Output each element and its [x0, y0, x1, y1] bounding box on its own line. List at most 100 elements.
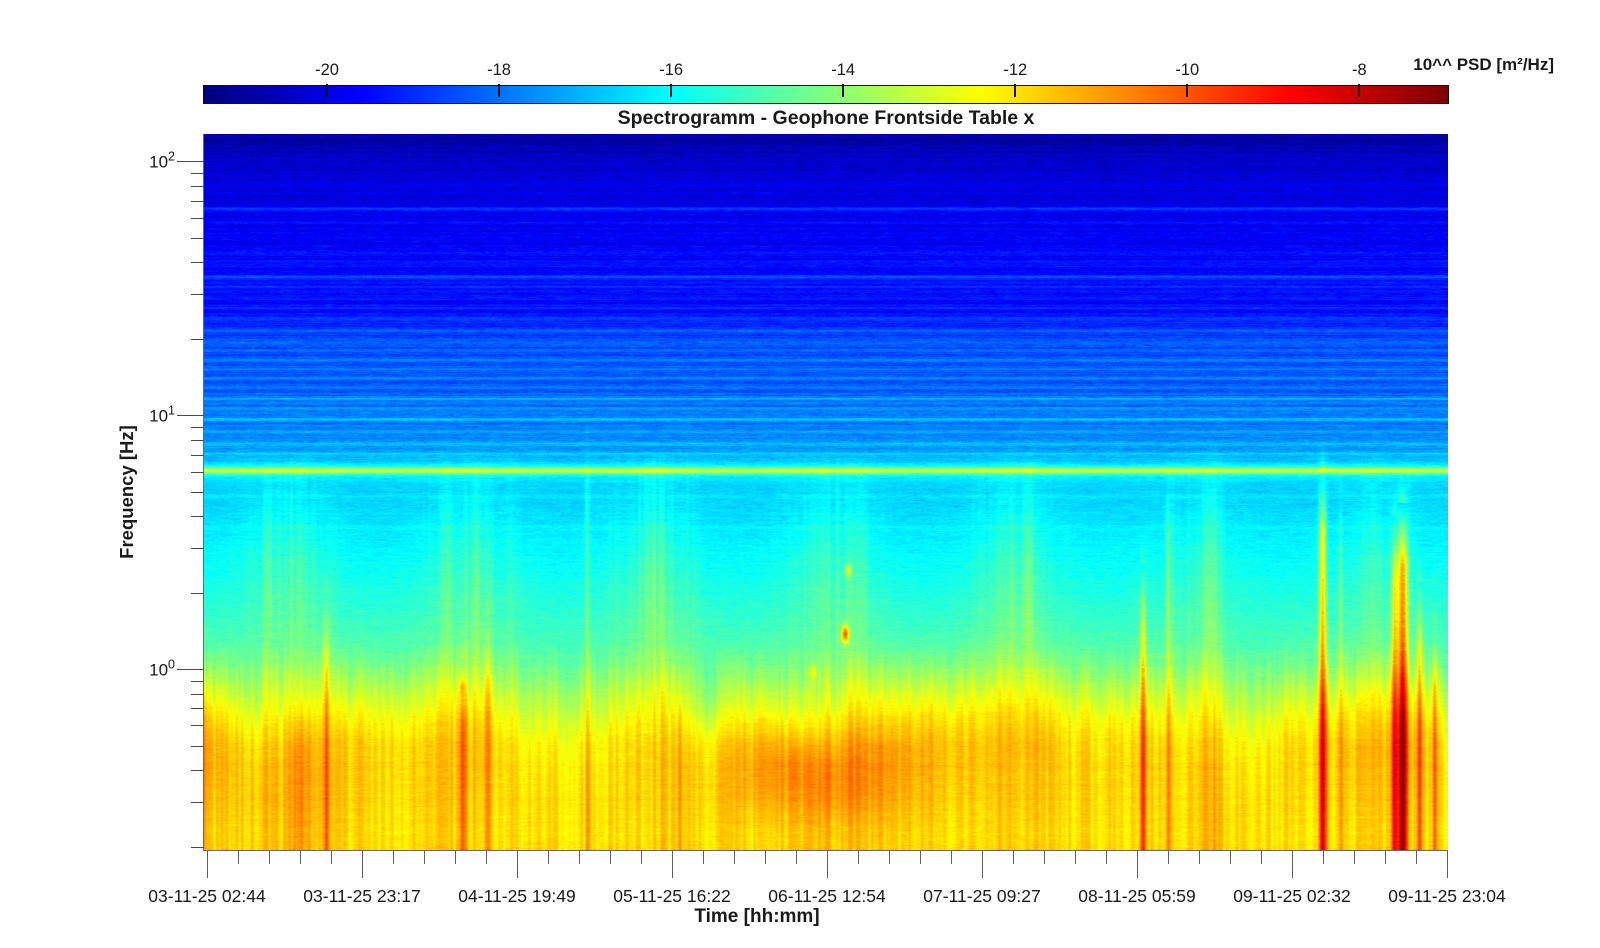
x-tick-major [1292, 851, 1293, 878]
y-tick-label: 102 [149, 149, 175, 172]
x-axis-label: Time [hh:mm] [694, 906, 820, 927]
x-tick-minor [765, 851, 766, 864]
x-tick-label: 05-11-25 16:22 [613, 886, 731, 906]
x-tick-minor [1044, 851, 1045, 864]
x-tick-minor [300, 851, 301, 864]
colorbar-tick-label: -12 [1003, 61, 1028, 79]
x-tick-minor [951, 851, 952, 864]
x-tick-major [1447, 851, 1448, 878]
y-tick-major [177, 669, 204, 671]
y-tick-minor [191, 680, 204, 682]
colorbar-tick [1358, 84, 1361, 97]
x-tick-minor [796, 851, 797, 864]
y-tick-minor [191, 185, 204, 187]
colorbar-tick [670, 84, 673, 97]
y-tick-minor [191, 294, 204, 295]
y-tick-minor [191, 547, 204, 549]
x-tick-major [672, 851, 673, 878]
x-tick-minor [1416, 851, 1417, 864]
x-tick-major [517, 851, 518, 878]
colorbar-tick-label: -18 [487, 61, 511, 79]
colorbar-tick-label: -8 [1352, 61, 1367, 79]
colorbar-tick-label: -14 [831, 61, 856, 79]
x-tick-minor [1075, 851, 1076, 864]
colorbar-tick-label: -20 [315, 61, 339, 79]
colorbar-tick [842, 84, 845, 97]
x-tick-minor [1385, 851, 1386, 864]
y-tick-label: 100 [149, 657, 175, 680]
x-tick-minor [1013, 851, 1014, 864]
x-tick-minor [734, 851, 735, 864]
x-tick-minor [269, 851, 270, 864]
x-axis-line [203, 850, 1448, 851]
y-tick-minor [191, 262, 204, 264]
x-tick-major [362, 851, 363, 878]
x-tick-label: 07-11-25 09:27 [923, 886, 1041, 906]
colorbar-title: 10^^ PSD [m²/Hz] [1413, 55, 1554, 74]
x-tick-minor [641, 851, 642, 864]
x-tick-minor [610, 851, 611, 864]
y-tick-minor [191, 217, 204, 219]
y-tick-minor [191, 801, 204, 803]
colorbar-tick [1186, 84, 1189, 97]
y-tick-minor [191, 745, 204, 747]
x-tick-major [982, 851, 983, 878]
colorbar-tick [498, 84, 501, 97]
y-tick-minor [191, 846, 204, 848]
x-tick-minor [920, 851, 921, 864]
y-tick-minor [191, 439, 204, 441]
x-tick-major [207, 851, 208, 878]
x-tick-minor [455, 851, 456, 864]
y-tick-minor [191, 491, 204, 493]
x-tick-minor [1168, 851, 1169, 864]
x-tick-label: 03-11-25 02:44 [148, 886, 266, 906]
colorbar-tick-label: -16 [659, 61, 684, 79]
y-tick-label: 101 [149, 403, 175, 426]
x-tick-label: 08-11-25 05:59 [1078, 886, 1196, 906]
colorbar-gradient [204, 86, 1448, 103]
y-tick-minor [191, 454, 204, 456]
x-tick-minor [889, 851, 890, 864]
x-tick-label: 06-11-25 12:54 [768, 886, 886, 906]
x-tick-label: 09-11-25 23:04 [1388, 886, 1506, 906]
x-tick-minor [1230, 851, 1231, 864]
y-tick-minor [191, 172, 204, 174]
x-tick-minor [238, 851, 239, 864]
x-tick-minor [548, 851, 549, 864]
y-tick-minor [191, 471, 204, 473]
x-tick-minor [331, 851, 332, 864]
x-tick-minor [393, 851, 394, 864]
x-tick-minor [579, 851, 580, 864]
colorbar [203, 85, 1449, 104]
x-tick-minor [1261, 851, 1262, 864]
x-tick-label: 03-11-25 23:17 [303, 886, 421, 906]
colorbar-tick-label: -10 [1175, 61, 1200, 79]
y-tick-minor [191, 516, 204, 518]
x-tick-minor [1354, 851, 1355, 864]
y-tick-minor [191, 725, 204, 727]
x-tick-major [1137, 851, 1138, 878]
spectrogram-image [204, 134, 1448, 850]
y-tick-minor [191, 426, 204, 428]
y-tick-minor [191, 770, 204, 772]
y-tick-minor [191, 338, 204, 340]
y-tick-minor [191, 708, 204, 710]
y-tick-minor [191, 693, 204, 695]
x-tick-minor [1323, 851, 1324, 864]
y-tick-minor [191, 592, 204, 594]
y-tick-major [177, 415, 204, 417]
x-tick-minor [1106, 851, 1107, 864]
x-tick-label: 09-11-25 02:32 [1233, 886, 1351, 906]
x-tick-minor [858, 851, 859, 864]
chart-title: Spectrogramm - Geophone Frontside Table … [617, 107, 1035, 129]
x-tick-minor [424, 851, 425, 864]
x-tick-label: 04-11-25 19:49 [458, 886, 576, 906]
x-tick-minor [1199, 851, 1200, 864]
x-tick-minor [703, 851, 704, 864]
colorbar-tick [326, 84, 329, 97]
y-axis-label: Frequency [Hz] [116, 425, 137, 559]
y-tick-minor [191, 200, 204, 202]
x-tick-minor [486, 851, 487, 864]
colorbar-tick [1014, 84, 1017, 97]
